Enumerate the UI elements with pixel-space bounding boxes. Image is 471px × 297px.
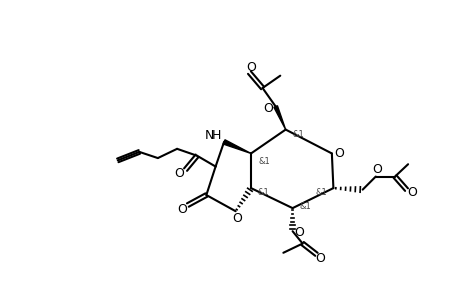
Text: &1: &1	[258, 188, 269, 197]
Text: O: O	[174, 167, 184, 180]
Text: O: O	[246, 61, 256, 74]
Text: H: H	[211, 129, 221, 142]
Text: O: O	[294, 226, 304, 239]
Polygon shape	[274, 106, 286, 129]
Text: O: O	[373, 163, 382, 176]
Text: &1: &1	[315, 188, 327, 197]
Text: N: N	[205, 129, 214, 142]
Text: O: O	[316, 252, 325, 265]
Text: O: O	[334, 147, 344, 160]
Polygon shape	[223, 140, 251, 154]
Text: &1: &1	[299, 202, 311, 211]
Text: &1: &1	[259, 157, 271, 166]
Text: O: O	[232, 212, 242, 225]
Text: O: O	[178, 203, 187, 216]
Text: &1: &1	[292, 130, 304, 139]
Text: O: O	[407, 186, 417, 199]
Text: O: O	[263, 102, 273, 115]
